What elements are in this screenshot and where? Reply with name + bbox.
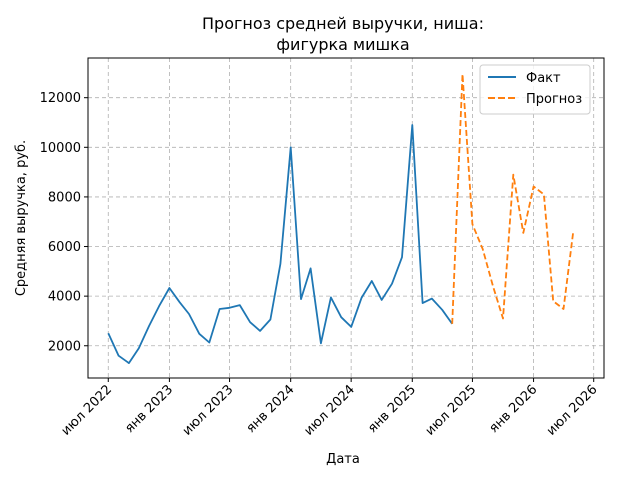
x-tick-label: июл 2022: [59, 382, 116, 439]
chart-title-line1: Прогноз средней выручки, ниша:: [202, 14, 484, 33]
legend-forecast-label: Прогноз: [526, 92, 582, 107]
series-lines: [107, 73, 575, 365]
axis-ticks: июл 2022 янв 2023 июл 2023 янв 2024 июл 2024…: [40, 91, 601, 439]
x-tick-label: июл 2023: [180, 382, 237, 439]
x-tick-label: июл 2026: [544, 382, 601, 439]
x-tick-label: июл 2025: [423, 382, 480, 439]
y-tick-label: 4000: [48, 290, 81, 305]
y-axis-label: Средняя выручка, руб.: [14, 140, 29, 296]
x-tick-label: янв 2026: [487, 382, 541, 436]
fact-series-line: [107, 124, 453, 365]
x-tick-label: янв 2025: [365, 382, 419, 436]
plot-frame: [87, 57, 605, 379]
forecast-series-line: [451, 73, 575, 324]
chart-title-line2: фигурка мишка: [276, 35, 409, 54]
x-axis-label: Дата: [326, 452, 360, 467]
y-tick-label: 10000: [40, 141, 81, 156]
y-tick-label: 2000: [48, 339, 81, 354]
legend-fact-label: Факт: [526, 71, 561, 86]
x-tick-label: янв 2023: [122, 382, 176, 436]
y-tick-label: 6000: [48, 240, 81, 255]
legend: Факт Прогноз: [479, 64, 591, 115]
x-tick-label: июл 2024: [301, 382, 358, 439]
y-tick-label: 12000: [40, 91, 81, 106]
y-tick-label: 8000: [48, 190, 81, 205]
x-tick-label: янв 2024: [244, 382, 298, 436]
